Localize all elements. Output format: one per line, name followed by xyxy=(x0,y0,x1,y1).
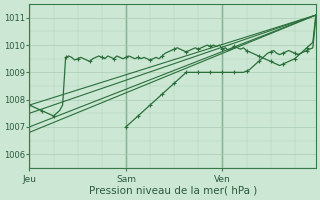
X-axis label: Pression niveau de la mer( hPa ): Pression niveau de la mer( hPa ) xyxy=(89,186,257,196)
